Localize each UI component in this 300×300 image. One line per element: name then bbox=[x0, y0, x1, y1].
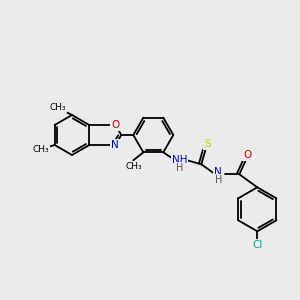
Text: O: O bbox=[111, 120, 119, 130]
Text: S: S bbox=[204, 139, 211, 149]
Text: CH₃: CH₃ bbox=[125, 162, 142, 171]
Text: N: N bbox=[111, 140, 119, 150]
Text: O: O bbox=[243, 150, 251, 160]
Text: H: H bbox=[176, 163, 183, 173]
Text: N: N bbox=[214, 167, 222, 177]
Text: Cl: Cl bbox=[252, 240, 262, 250]
Text: CH₃: CH₃ bbox=[50, 103, 66, 112]
Text: H: H bbox=[214, 175, 222, 185]
Text: CH₃: CH₃ bbox=[32, 146, 49, 154]
Text: NH: NH bbox=[172, 155, 187, 165]
